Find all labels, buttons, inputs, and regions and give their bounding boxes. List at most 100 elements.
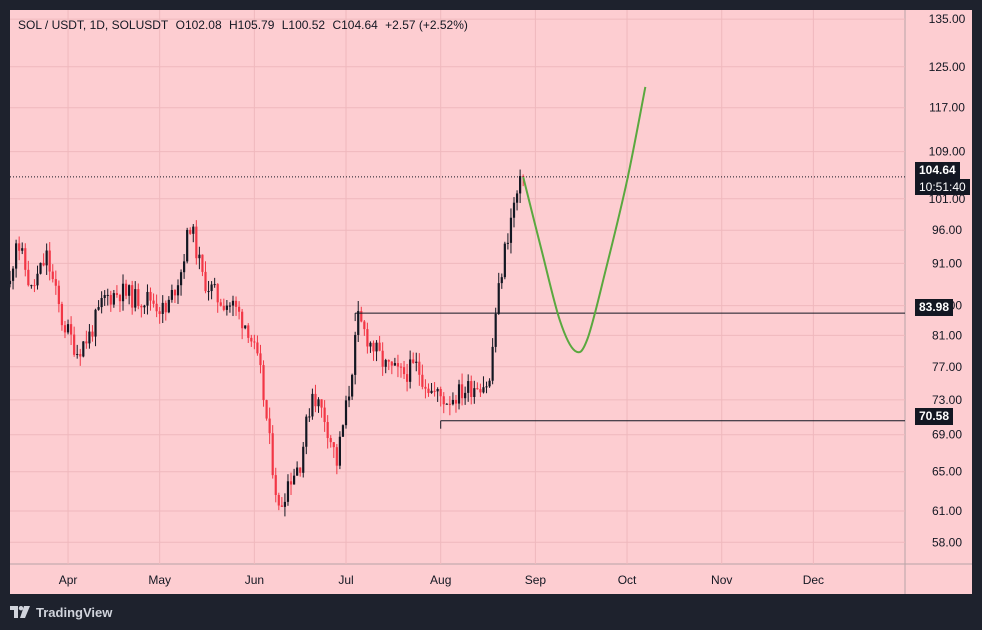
- level-high-tag: 83.98: [915, 299, 954, 316]
- chart-area[interactable]: 58.0061.0065.0069.0073.0077.0081.0085.00…: [10, 10, 972, 594]
- candle: [405, 363, 409, 392]
- x-tick-label: Jul: [338, 573, 353, 587]
- candle: [430, 383, 433, 394]
- candle: [118, 293, 122, 313]
- candle: [457, 379, 461, 410]
- candle: [280, 497, 283, 507]
- projection-curve-group: [522, 86, 647, 354]
- y-tick-label: 65.00: [932, 465, 962, 479]
- high-value: H105.79: [229, 18, 275, 32]
- candle: [289, 472, 293, 496]
- candle: [320, 399, 323, 418]
- candle: [503, 241, 506, 280]
- candle: [30, 284, 33, 289]
- candle: [253, 334, 256, 350]
- candle: [121, 274, 125, 311]
- candle: [277, 492, 280, 511]
- candle: [225, 300, 228, 316]
- candle: [115, 285, 119, 298]
- candle: [39, 262, 42, 275]
- x-tick-label: Sep: [525, 573, 547, 587]
- candle: [467, 374, 470, 402]
- tradingview-logo-icon[interactable]: [10, 606, 30, 618]
- candle: [192, 224, 195, 243]
- footer: TradingView: [10, 600, 112, 624]
- candle: [186, 227, 189, 264]
- candle: [363, 319, 366, 336]
- price-axis[interactable]: 58.0061.0065.0069.0073.0077.0081.0085.00…: [929, 12, 966, 549]
- change-value: +2.57 (+2.52%): [385, 18, 468, 32]
- symbol-label[interactable]: SOL / USDT, 1D, SOLUSDT: [18, 18, 169, 32]
- candle: [286, 474, 290, 506]
- candle: [262, 360, 265, 407]
- candle: [381, 342, 384, 376]
- chart-canvas: 58.0061.0065.0069.0073.0077.0081.0085.00…: [10, 10, 972, 594]
- candle: [470, 375, 473, 405]
- y-tick-label: 96.00: [932, 223, 962, 237]
- candle: [519, 169, 522, 203]
- candle: [42, 253, 45, 267]
- candle: [131, 280, 134, 315]
- candle: [112, 289, 115, 308]
- candle: [299, 467, 302, 477]
- candle: [292, 468, 296, 485]
- candle: [369, 341, 372, 353]
- candle: [103, 290, 106, 306]
- projection-curve[interactable]: [522, 86, 647, 354]
- candle: [201, 254, 204, 277]
- bar-countdown-tag: 10:51:40: [915, 179, 970, 195]
- y-tick-label: 61.00: [932, 504, 962, 518]
- x-tick-label: May: [148, 573, 171, 587]
- tradingview-label[interactable]: TradingView: [36, 604, 113, 620]
- candle: [335, 444, 338, 475]
- y-tick-label: 101.00: [929, 192, 966, 206]
- grid-lines: [10, 10, 972, 594]
- candle: [216, 283, 219, 313]
- candle: [341, 424, 345, 437]
- candle: [311, 388, 314, 420]
- candle: [506, 233, 510, 250]
- candle: [509, 208, 513, 254]
- x-tick-label: Oct: [618, 573, 637, 587]
- candle: [305, 414, 308, 455]
- candle: [436, 387, 439, 402]
- candle: [274, 467, 277, 503]
- candle: [296, 461, 299, 476]
- candle: [460, 373, 464, 406]
- candle: [338, 431, 341, 470]
- candle: [15, 239, 18, 278]
- x-tick-label: Dec: [803, 573, 824, 587]
- candle: [494, 307, 497, 353]
- candle: [402, 360, 406, 380]
- y-tick-label: 109.00: [929, 145, 966, 159]
- candle: [421, 364, 424, 390]
- candle: [189, 227, 192, 235]
- horizontal-levels: [10, 176, 905, 429]
- candle: [161, 295, 164, 324]
- candle: [18, 236, 21, 261]
- candle: [378, 335, 381, 352]
- candle: [241, 308, 244, 340]
- candle: [317, 397, 320, 413]
- candle: [97, 300, 100, 311]
- candle: [314, 384, 317, 413]
- candle: [85, 330, 88, 349]
- candle: [512, 197, 516, 228]
- candle: [82, 341, 85, 358]
- candle: [427, 383, 430, 397]
- candle: [271, 425, 274, 479]
- candle: [149, 287, 152, 311]
- candle: [48, 242, 51, 281]
- candle: [256, 335, 259, 356]
- candle: [326, 415, 329, 449]
- candle: [445, 403, 448, 405]
- time-axis[interactable]: Apr May Jun Jul Aug Sep Oct Nov Dec: [59, 573, 824, 587]
- candle: [244, 325, 247, 330]
- candle: [473, 380, 476, 404]
- candle: [164, 300, 167, 321]
- y-tick-label: 125.00: [929, 60, 966, 74]
- candle: [60, 301, 64, 331]
- candle: [109, 290, 112, 312]
- candle: [515, 190, 519, 211]
- candle: [76, 344, 79, 359]
